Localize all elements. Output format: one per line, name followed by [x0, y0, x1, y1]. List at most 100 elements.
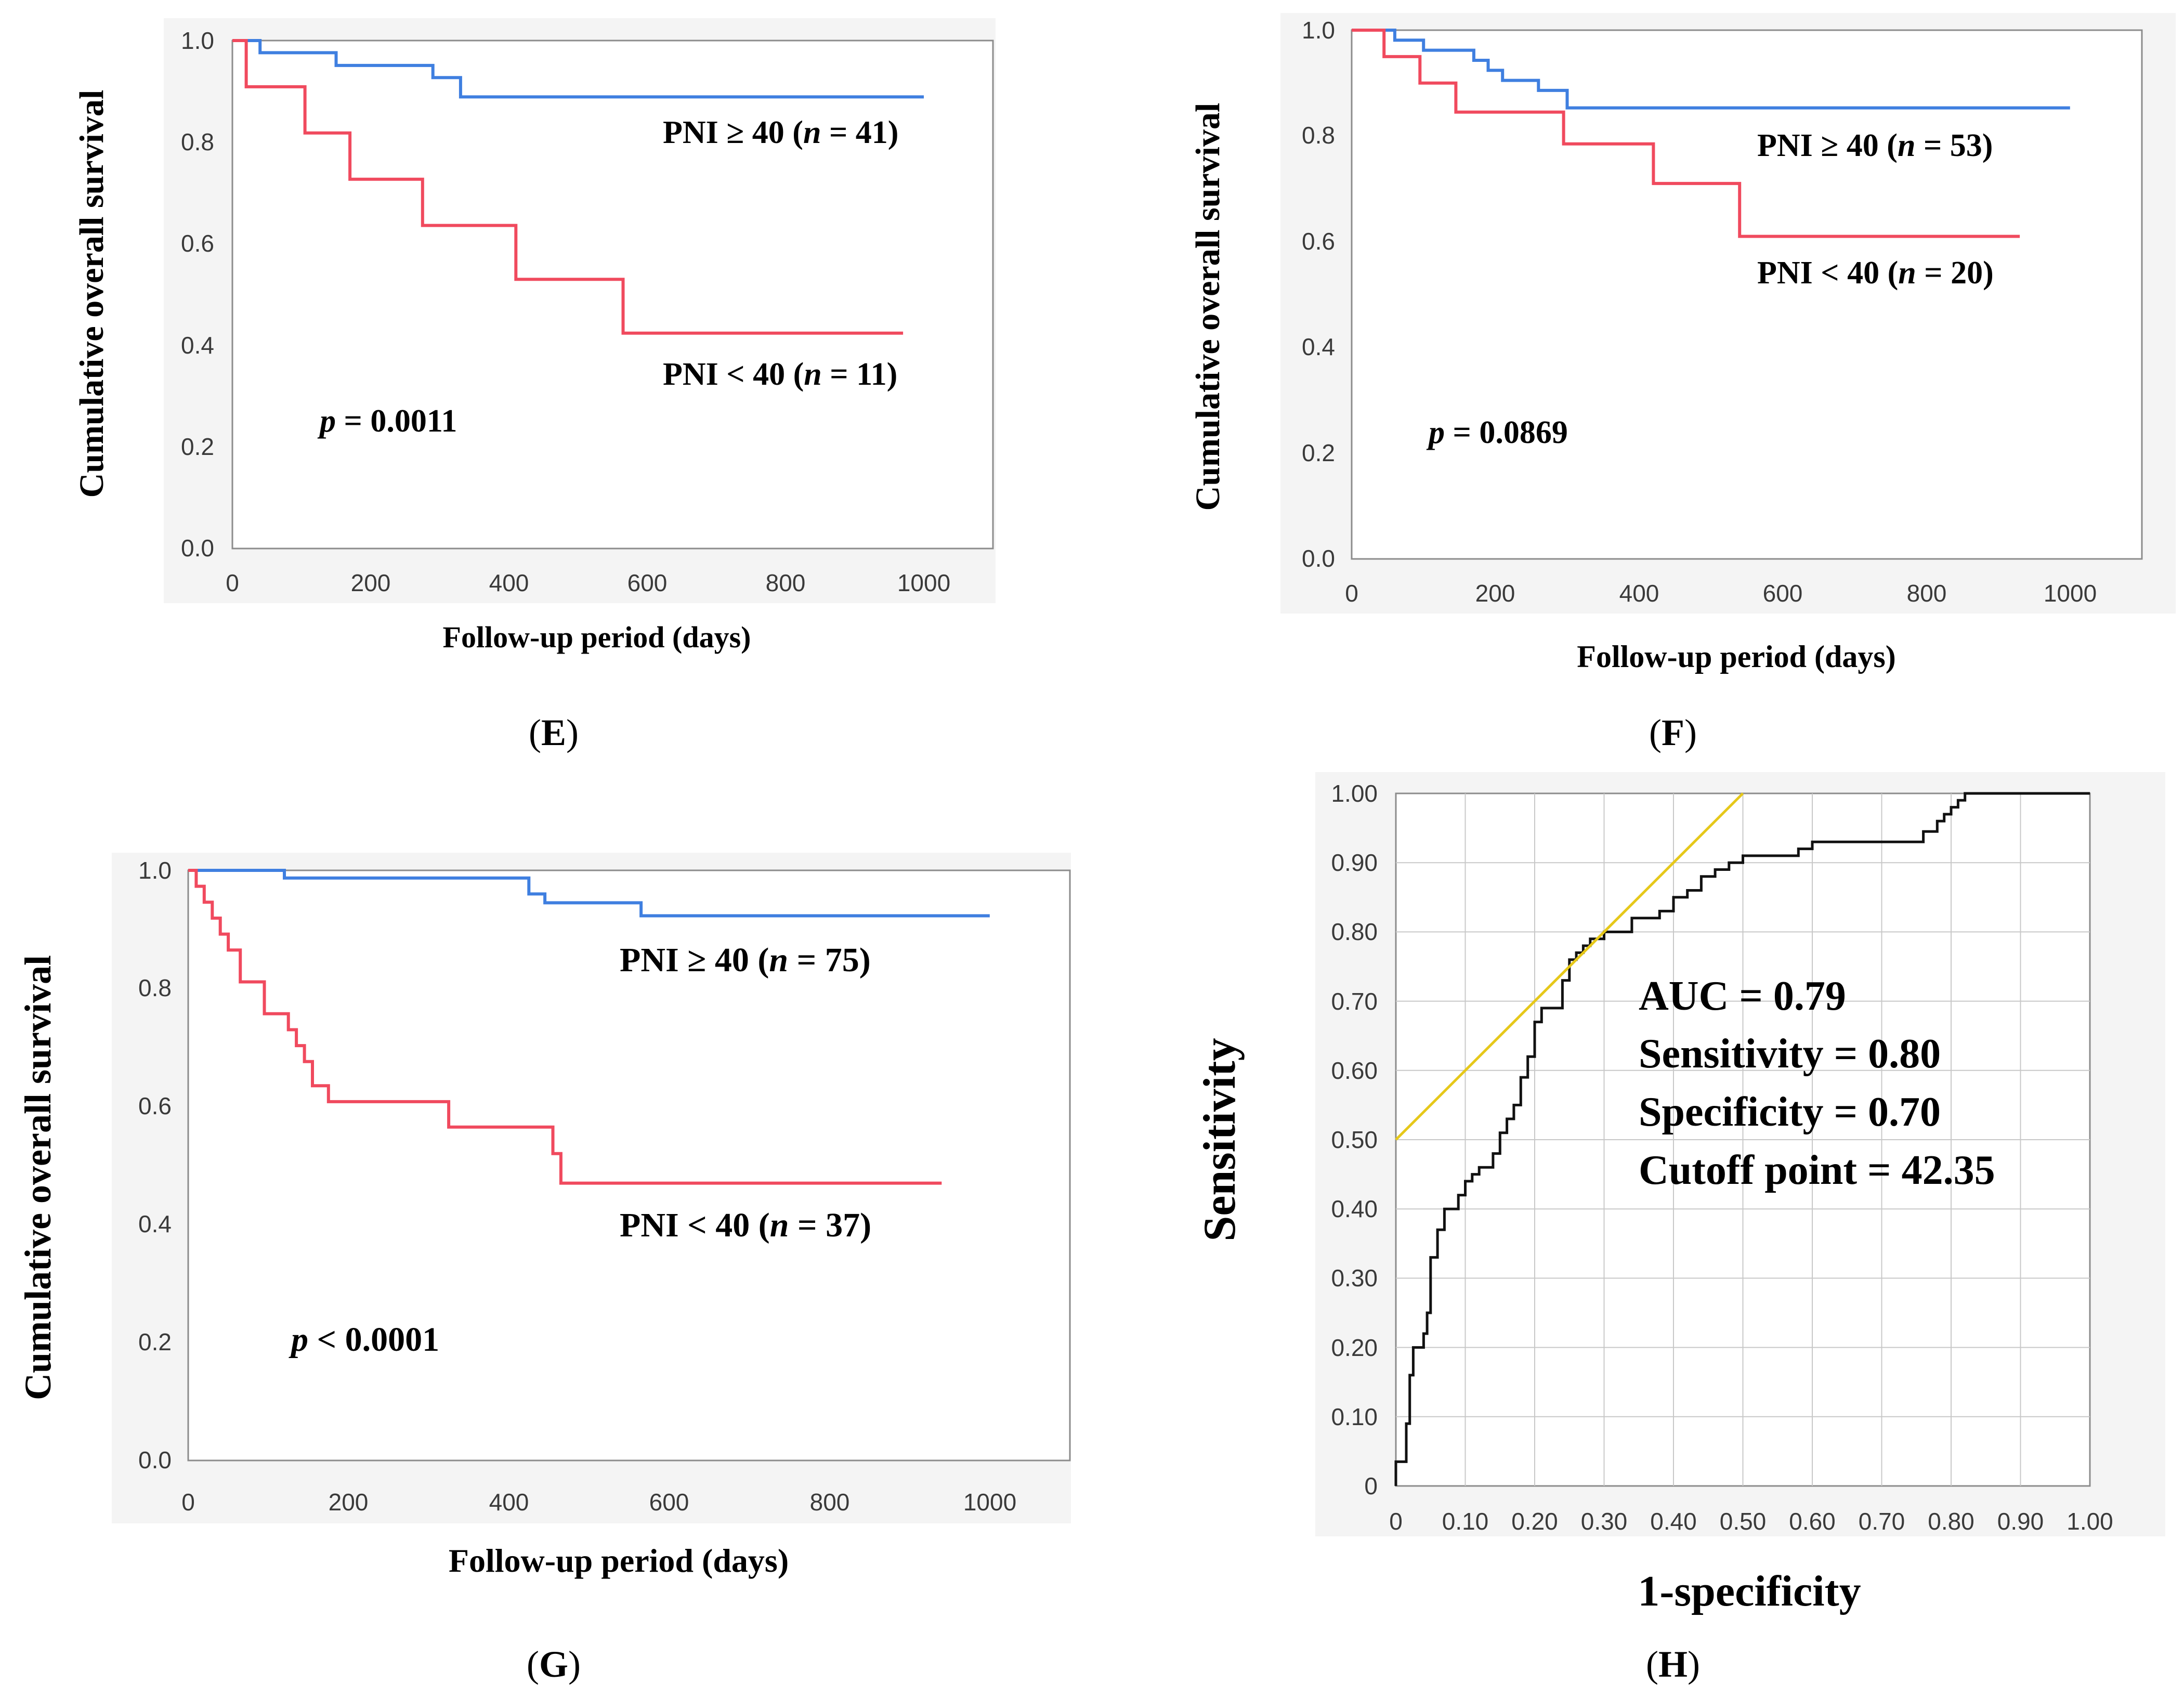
- y-tick-label: 0.90: [1331, 849, 1378, 876]
- series-label-pni-high: PNI ≥ 40 (n = 75): [620, 941, 871, 979]
- survival-curve-pni-low: [1352, 29, 2020, 238]
- series-label-prefix: PNI ≥ 40 (: [620, 941, 769, 979]
- x-tick-label: 200: [351, 569, 391, 596]
- x-tick-label: 600: [1763, 580, 1803, 607]
- y-tick-label: 0.30: [1331, 1264, 1378, 1291]
- p-value-text: = 0.0011: [336, 403, 457, 439]
- x-tick-label: 0.50: [1720, 1508, 1767, 1535]
- x-tick-label: 0: [1389, 1508, 1403, 1535]
- y-tick-label: 0: [1364, 1472, 1378, 1499]
- x-tick-label: 200: [1475, 580, 1515, 607]
- x-axis-title: 1-specificity: [1638, 1567, 1861, 1615]
- cutoff-tangent-line: [1395, 792, 1744, 1141]
- y-tick-label: 0.2: [1302, 439, 1335, 466]
- x-tick-label: 400: [489, 569, 529, 596]
- x-tick-label: 200: [329, 1489, 369, 1516]
- survival-curve-pni-low: [232, 39, 904, 335]
- x-tick-label: 400: [1619, 580, 1659, 607]
- panel-g-plot-area: [187, 869, 1071, 1462]
- p-value: p = 0.0869: [1426, 415, 1568, 450]
- panel-label-letter: G: [539, 1643, 568, 1685]
- panel-f: 0.0 0.2 0.4 0.6 0.8 1.0 0 200 400 600 80…: [1189, 13, 2176, 674]
- x-tick-label: 0.30: [1581, 1508, 1628, 1535]
- panel-e: 0.0 0.2 0.4 0.6 0.8 1.0 0 200 400 600 80…: [73, 18, 996, 654]
- series-label-n: n: [804, 357, 821, 392]
- survival-curve-pni-high: [188, 869, 990, 918]
- panel-f-x-ticks: 0 200 400 600 800 1000: [1345, 580, 2097, 607]
- y-tick-label: 0.60: [1331, 1057, 1378, 1084]
- x-tick-label: 800: [810, 1489, 850, 1516]
- series-label-n: n: [769, 941, 788, 979]
- x-tick-label: 600: [627, 569, 668, 596]
- y-tick-label: 0.4: [138, 1210, 172, 1237]
- y-tick-label: 0.4: [181, 332, 214, 359]
- panel-label-h: (H): [1646, 1643, 1700, 1685]
- series-label-suffix: = 20): [1916, 255, 1994, 291]
- y-tick-label: 1.0: [1302, 17, 1335, 44]
- series-label-pni-low: PNI < 40 (n = 20): [1757, 255, 1994, 291]
- series-label-prefix: PNI < 40 (: [663, 357, 804, 392]
- y-axis-title: Cumulative overall survival: [1189, 103, 1227, 511]
- survival-curve-pni-high: [232, 39, 924, 99]
- series-label-pni-high: PNI ≥ 40 (n = 53): [1757, 128, 1993, 163]
- series-label-pni-low: PNI < 40 (n = 11): [663, 357, 897, 392]
- y-tick-label: 0.50: [1331, 1126, 1378, 1153]
- y-tick-label: 0.6: [181, 230, 214, 257]
- x-tick-label: 400: [489, 1489, 529, 1516]
- series-label-n: n: [1898, 255, 1916, 291]
- series-label-prefix: PNI ≥ 40 (: [1757, 128, 1898, 163]
- x-tick-label: 1000: [2044, 580, 2097, 607]
- y-tick-label: 0.10: [1331, 1403, 1378, 1430]
- series-label-suffix: = 11): [822, 357, 898, 392]
- y-tick-label: 0.6: [138, 1092, 172, 1119]
- x-tick-label: 0.90: [1997, 1508, 2044, 1535]
- x-tick-label: 800: [766, 569, 806, 596]
- sensitivity-label: Sensitivity = 0.80: [1639, 1031, 1941, 1077]
- panel-f-y-ticks: 0.0 0.2 0.4 0.6 0.8 1.0: [1302, 17, 1335, 572]
- series-label-prefix: PNI ≥ 40 (: [663, 115, 803, 150]
- panel-h-y-ticks: 0 0.10 0.20 0.30 0.40 0.50 0.60 0.70 0.8…: [1331, 780, 1378, 1499]
- roc-curve: [1394, 792, 2090, 1486]
- series-label-n: n: [1898, 128, 1915, 163]
- y-tick-label: 1.0: [181, 27, 214, 54]
- auc-label: AUC = 0.79: [1639, 973, 1846, 1019]
- y-tick-label: 0.8: [1302, 122, 1335, 149]
- panel-label-g: (G): [527, 1643, 581, 1685]
- panel-label-letter: E: [541, 712, 566, 753]
- series-label-prefix: PNI < 40 (: [620, 1206, 770, 1244]
- p-value-text: = 0.0869: [1445, 415, 1568, 450]
- x-tick-label: 0: [226, 569, 239, 596]
- roc-statistics: AUC = 0.79 Sensitivity = 0.80 Specificit…: [1639, 973, 1995, 1193]
- p-symbol: p: [289, 1321, 308, 1359]
- panel-label-letter: F: [1662, 712, 1684, 753]
- y-tick-label: 0.8: [181, 128, 214, 155]
- series-label-n: n: [770, 1206, 789, 1244]
- survival-curve-pni-low: [188, 869, 942, 1185]
- x-tick-label: 1000: [963, 1489, 1016, 1516]
- y-axis-title: Cumulative overall survival: [73, 90, 111, 498]
- y-tick-label: 0.2: [181, 433, 214, 460]
- y-tick-label: 1.0: [138, 857, 172, 884]
- x-tick-label: 0.10: [1442, 1508, 1489, 1535]
- x-tick-label: 1000: [897, 569, 950, 596]
- y-tick-label: 0.40: [1331, 1195, 1378, 1222]
- y-tick-label: 1.00: [1331, 780, 1378, 807]
- panel-e-plot-area: [231, 40, 994, 550]
- y-tick-label: 0.2: [138, 1328, 172, 1355]
- x-axis-title: Follow-up period (days): [449, 1542, 789, 1579]
- panel-e-x-ticks: 0 200 400 600 800 1000: [226, 569, 950, 596]
- series-label-n: n: [803, 115, 821, 150]
- panel-label-f: (F): [1649, 712, 1697, 753]
- p-value: p = 0.0011: [317, 403, 457, 439]
- panel-h-x-ticks: 0 0.10 0.20 0.30 0.40 0.50 0.60 0.70 0.8…: [1389, 1508, 2113, 1535]
- y-tick-label: 0.80: [1331, 918, 1378, 945]
- series-label-prefix: PNI < 40 (: [1757, 255, 1898, 291]
- y-tick-label: 0.0: [1302, 545, 1335, 572]
- x-tick-label: 1.00: [2067, 1508, 2113, 1535]
- specificity-label: Specificity = 0.70: [1639, 1089, 1941, 1135]
- x-tick-label: 0.20: [1511, 1508, 1558, 1535]
- series-label-suffix: = 75): [788, 941, 871, 979]
- y-tick-label: 0.0: [138, 1446, 172, 1473]
- x-tick-label: 0: [1345, 580, 1358, 607]
